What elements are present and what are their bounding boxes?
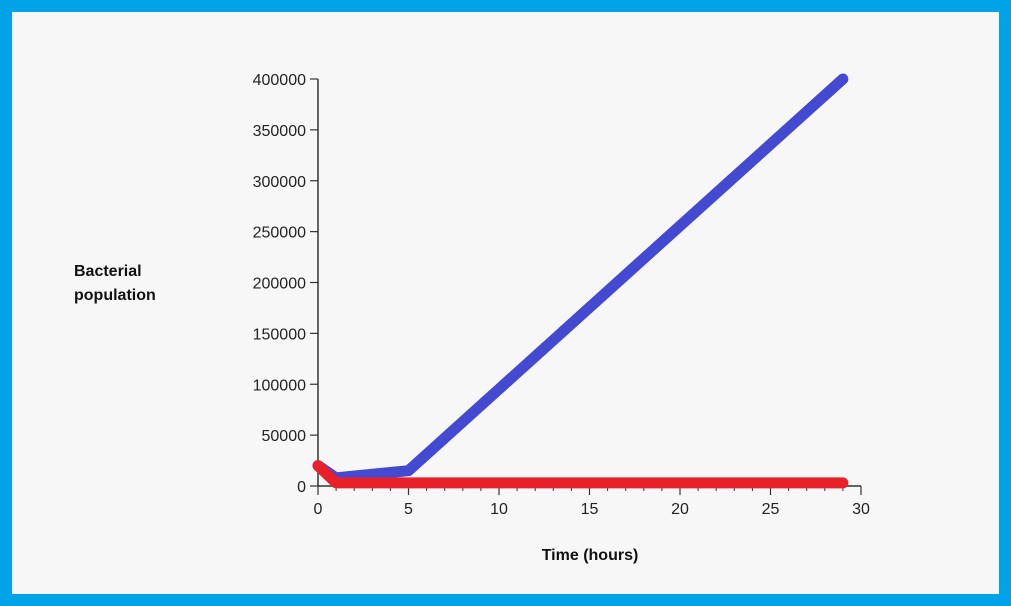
y-tick-label: 200000 xyxy=(253,276,306,293)
y-axis-label-line-1: Bacterial xyxy=(74,263,142,280)
bacterial-population-chart: Bacterial population Time (hours) 0 50000… xyxy=(74,72,870,564)
y-tick-label: 0 xyxy=(297,479,306,496)
x-tick-label: 25 xyxy=(762,501,780,518)
series-line-1 xyxy=(312,73,849,484)
series-line-2 xyxy=(312,460,849,489)
axes: 0 50000 100000 150000 200000 250000 300000 3500… xyxy=(253,72,870,518)
y-tick-label: 150000 xyxy=(253,326,306,343)
x-axis-label: Time (hours) xyxy=(542,547,639,564)
y-axis-label: Bacterial population xyxy=(74,263,156,304)
x-tick-label: 30 xyxy=(852,501,870,518)
series-layer xyxy=(312,73,849,489)
x-tick-label: 20 xyxy=(671,501,689,518)
x-tick-label: 10 xyxy=(490,501,508,518)
x-tick-label: 15 xyxy=(581,501,599,518)
x-tick-label: 0 xyxy=(314,501,323,518)
y-axis-label-line-2: population xyxy=(74,287,156,304)
y-tick-label: 400000 xyxy=(253,72,306,89)
x-tick-label: 5 xyxy=(404,501,413,518)
y-tick-label: 250000 xyxy=(253,225,306,242)
y-tick-label: 50000 xyxy=(262,428,307,445)
y-tick-label: 350000 xyxy=(253,123,306,140)
y-tick-label: 300000 xyxy=(253,174,306,191)
y-tick-label: 100000 xyxy=(253,377,306,394)
